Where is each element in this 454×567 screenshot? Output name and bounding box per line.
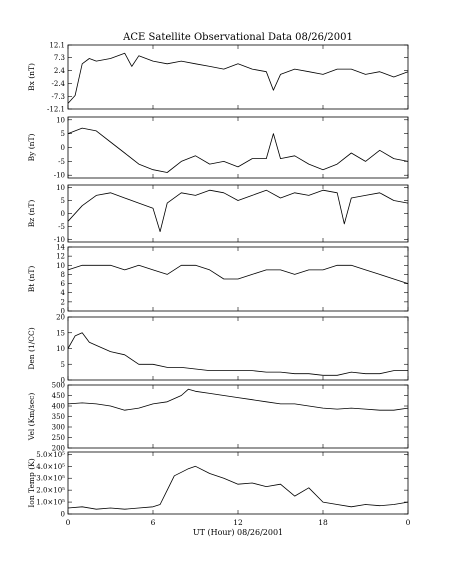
y-axis-label-4: Den (1/CC) xyxy=(27,327,36,369)
y-axis-label-3: Bt (nT) xyxy=(27,266,36,293)
y-tick-label-1-4: -10 xyxy=(54,172,65,180)
x-tick-label-3: 18 xyxy=(318,518,328,527)
series-line-3 xyxy=(67,264,409,284)
panel-frame-5 xyxy=(67,384,409,449)
series-line-4 xyxy=(67,332,408,376)
y-tick-label-3-0: 14 xyxy=(56,244,65,252)
y-tick-label-3-3: 8 xyxy=(61,271,65,279)
panel-stack: 12.1 7.3 2.4 -2.4 -7.3 -12.1 Bx (nT) 10 5 0 -5 -10 B… xyxy=(27,42,411,528)
x-axis-label: UT (Hour) 08/26/2001 xyxy=(193,528,283,537)
x-tick-label-2: 12 xyxy=(233,518,243,527)
y-tick-label-5-6: 200 xyxy=(52,445,65,453)
y-tick-label-0-4: -7.3 xyxy=(52,93,66,101)
y-axis-label-0: Bx (nT) xyxy=(27,63,36,91)
panel-frame-2 xyxy=(67,184,409,243)
y-axis-label-2: Bz (nT) xyxy=(27,200,36,228)
y-tick-label-5-0: 500 xyxy=(52,382,65,390)
series-line-2 xyxy=(67,189,409,233)
y-tick-label-6-4: 1.0×10⁵ xyxy=(36,499,65,507)
y-tick-label-1-1: 5 xyxy=(61,130,65,138)
y-tick-label-4-4: 0 xyxy=(61,377,65,385)
y-tick-label-6-2: 3.0×10⁵ xyxy=(36,475,65,483)
y-tick-label-5-4: 300 xyxy=(52,424,65,432)
y-tick-label-3-7: 0 xyxy=(61,308,65,316)
y-axis-label-6: Ion Temp (K) xyxy=(27,458,36,507)
figure-title: ACE Satellite Observational Data 08/26/2… xyxy=(122,32,353,43)
x-tick-label-4: 0 xyxy=(406,518,411,527)
y-tick-label-6-3: 2.0×10⁵ xyxy=(36,487,65,495)
x-tick-label-1: 6 xyxy=(151,518,156,527)
y-tick-label-2-2: 0 xyxy=(61,210,65,218)
panel-frame-0 xyxy=(67,44,409,110)
y-tick-label-0-0: 12.1 xyxy=(49,42,65,50)
y-tick-label-6-5: 0 xyxy=(61,511,65,519)
y-tick-label-3-5: 4 xyxy=(61,289,66,297)
y-tick-label-4-3: 5 xyxy=(61,361,65,369)
y-tick-label-0-2: 2.4 xyxy=(54,67,66,75)
y-tick-label-4-0: 20 xyxy=(56,314,65,322)
series-line-6 xyxy=(67,465,409,510)
y-tick-label-5-1: 450 xyxy=(52,392,65,400)
y-tick-label-0-1: 7.3 xyxy=(54,54,65,62)
x-tick-label-0: 0 xyxy=(66,518,71,527)
y-tick-label-3-4: 6 xyxy=(61,280,66,288)
series-line-5 xyxy=(67,388,409,411)
y-tick-label-1-2: 0 xyxy=(61,144,65,152)
y-tick-label-4-2: 10 xyxy=(56,345,65,353)
y-axis-label-5: Vel (Km/sec) xyxy=(27,393,36,442)
y-tick-label-6-1: 4.0×10⁵ xyxy=(36,463,65,471)
y-tick-label-2-4: -10 xyxy=(54,236,65,244)
y-tick-label-2-3: -5 xyxy=(58,223,65,231)
y-tick-label-2-1: 5 xyxy=(61,197,65,205)
y-axis-label-1: By (nT) xyxy=(27,134,36,162)
y-tick-label-3-6: 2 xyxy=(61,298,65,306)
panel-frame-1 xyxy=(67,116,409,179)
y-tick-label-1-3: -5 xyxy=(58,158,65,166)
y-tick-label-3-2: 10 xyxy=(56,262,65,270)
y-tick-label-2-0: 10 xyxy=(56,184,65,192)
y-tick-label-5-2: 400 xyxy=(52,403,65,411)
y-tick-label-1-0: 10 xyxy=(56,116,65,124)
y-tick-label-0-3: -2.4 xyxy=(52,80,66,88)
y-tick-label-3-1: 12 xyxy=(56,253,65,261)
y-tick-label-4-1: 15 xyxy=(56,329,65,337)
y-tick-label-5-3: 350 xyxy=(52,413,65,421)
y-tick-label-5-5: 250 xyxy=(52,434,65,442)
panel-frame-6 xyxy=(67,451,409,515)
series-line-0 xyxy=(67,52,409,104)
series-line-1 xyxy=(67,127,409,173)
y-tick-label-6-0: 5.0×10⁵ xyxy=(36,451,65,459)
y-tick-label-0-5: -12.1 xyxy=(47,106,65,114)
